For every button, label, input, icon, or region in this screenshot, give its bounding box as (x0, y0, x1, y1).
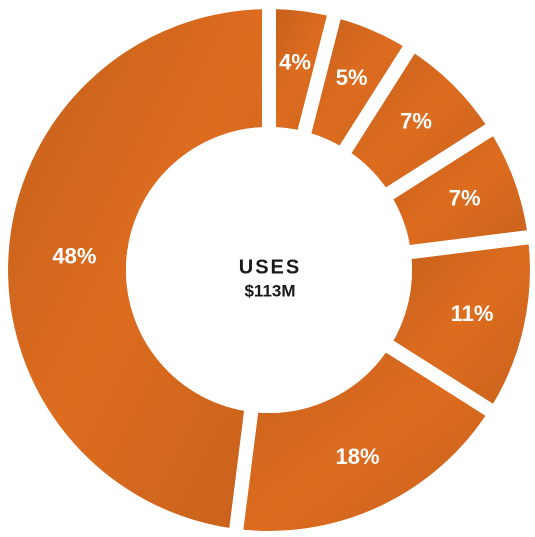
data-label: 11% (451, 301, 494, 326)
data-label: 7% (400, 109, 432, 134)
data-label: 18% (336, 444, 380, 469)
chart-subtitle: $113M (244, 281, 295, 300)
data-label: 7% (449, 185, 481, 210)
data-label: 4% (279, 49, 311, 74)
segment-texture (228, 333, 505, 537)
data-label: 48% (52, 244, 96, 269)
chart-title: USES (239, 256, 301, 278)
segment-texture (0, 0, 276, 537)
data-label: 5% (336, 65, 368, 90)
